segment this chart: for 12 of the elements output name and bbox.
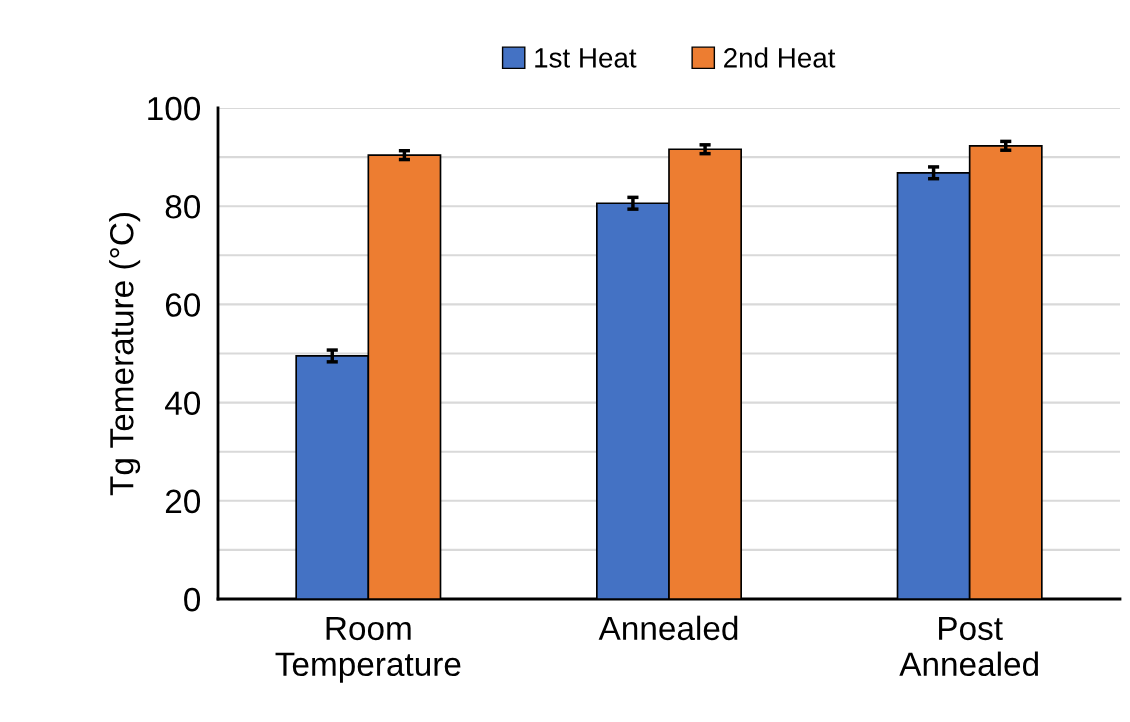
y-tick-label: 40 <box>165 391 201 416</box>
x-tick-label: Post Annealed <box>899 616 1038 677</box>
x-tick-label: Room Temperature <box>275 616 461 683</box>
y-tick-label: 20 <box>165 489 201 514</box>
y-tick-label: 0 <box>184 587 201 612</box>
y-axis-title: Tg Temerature (°C) <box>109 213 141 496</box>
legend-label: 1st Heat <box>535 48 637 68</box>
y-tick-label: 100 <box>148 96 201 121</box>
x-tick-label: Annealed <box>598 615 738 641</box>
legend-label: 2nd Heat <box>724 47 836 68</box>
y-tick-label: 80 <box>165 195 201 219</box>
y-tick-label: 60 <box>165 293 201 317</box>
